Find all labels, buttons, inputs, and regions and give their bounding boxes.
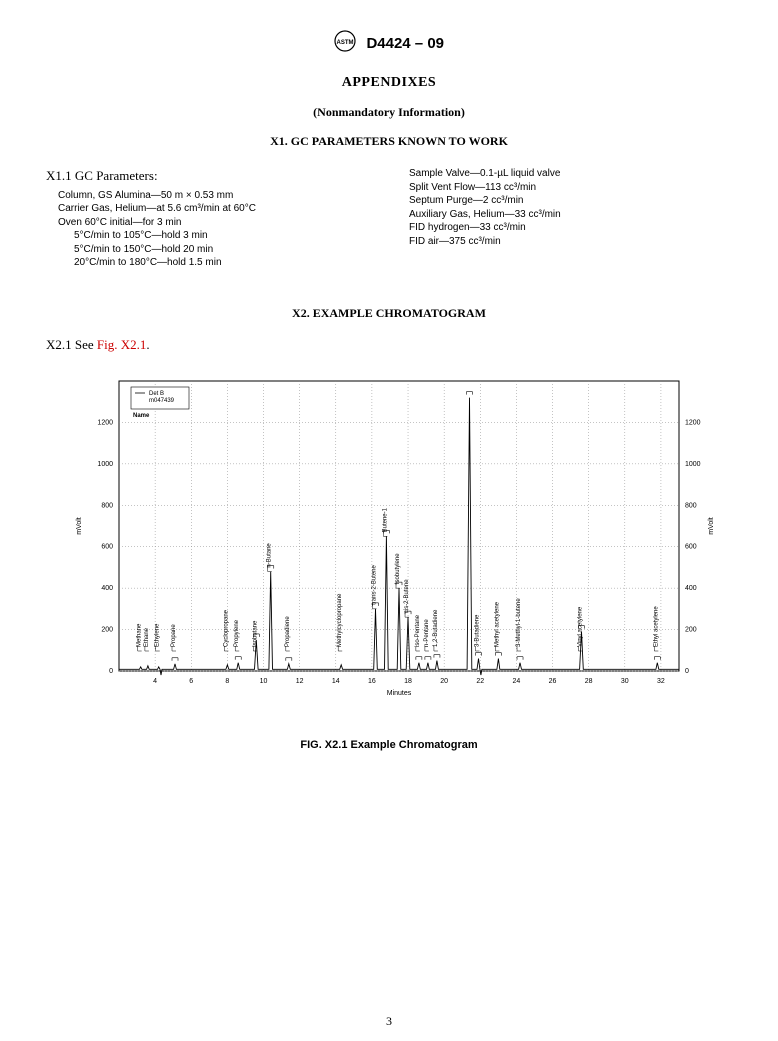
svg-text:20: 20 — [440, 678, 448, 685]
page-number: 3 — [0, 1014, 778, 1029]
svg-text:iso-Pentane: iso-Pentane — [415, 614, 421, 647]
svg-text:Methane: Methane — [137, 623, 143, 647]
gc-parameters-left: X1.1 GC Parameters: Column, GS Alumina—5… — [46, 167, 369, 270]
svg-text:Name: Name — [133, 413, 150, 419]
svg-text:18: 18 — [404, 678, 412, 685]
gc-param-line: Split Vent Flow—113 cc³/min — [409, 181, 732, 195]
svg-text:mVolt: mVolt — [76, 517, 83, 535]
astm-logo: ASTM — [334, 30, 356, 57]
svg-text:400: 400 — [101, 585, 113, 592]
svg-text:Propane: Propane — [171, 623, 177, 646]
gc-param-line: Sample Valve—0.1-µL liquid valve — [409, 167, 732, 181]
gc-param-line: Carrier Gas, Helium—at 5.6 cm³/min at 60… — [46, 202, 369, 216]
svg-text:400: 400 — [685, 585, 697, 592]
svg-text:200: 200 — [685, 626, 697, 633]
svg-text:trans-2-Butene: trans-2-Butene — [372, 564, 378, 604]
svg-text:cis-2-Butene: cis-2-Butene — [404, 578, 410, 612]
svg-text:Ethylene: Ethylene — [155, 623, 161, 647]
svg-text:Methyl acetylene: Methyl acetylene — [494, 601, 500, 647]
gc-parameters-block: X1.1 GC Parameters: Column, GS Alumina—5… — [46, 167, 732, 270]
svg-text:800: 800 — [101, 502, 113, 509]
gc-param-line: 5°C/min to 150°C—hold 20 min — [46, 243, 369, 257]
svg-text:600: 600 — [101, 543, 113, 550]
svg-text:800: 800 — [685, 502, 697, 509]
svg-text:m047439: m047439 — [149, 398, 175, 404]
gc-param-line: Septum Purge—2 cc³/min — [409, 194, 732, 208]
gc-param-line: Oven 60°C initial—for 3 min — [46, 216, 369, 230]
svg-text:24: 24 — [513, 678, 521, 685]
x1-title: X1. GC PARAMETERS KNOWN TO WORK — [46, 134, 732, 149]
figure-wrap: 0 0 200 200 400 400 600 600 800 800 1000 1000 1200 12… — [46, 371, 732, 731]
svg-text:Isobutylene: Isobutylene — [395, 552, 401, 583]
x2-title: X2. EXAMPLE CHROMATOGRAM — [46, 306, 732, 321]
gc-param-line: 5°C/min to 105°C—hold 3 min — [46, 229, 369, 243]
chromatogram-figure: 0 0 200 200 400 400 600 600 800 800 1000 1000 1200 12… — [59, 371, 719, 731]
svg-text:n-Butane: n-Butane — [267, 542, 273, 567]
svg-text:Propylene: Propylene — [234, 619, 240, 647]
svg-text:32: 32 — [657, 678, 665, 685]
gc-param-line: FID air—375 cc³/min — [409, 235, 732, 249]
svg-text:22: 22 — [476, 678, 484, 685]
svg-text:Butene-1: Butene-1 — [382, 507, 388, 532]
svg-text:Det B: Det B — [149, 391, 164, 397]
svg-text:Cyclopropane: Cyclopropane — [223, 609, 229, 647]
svg-text:4: 4 — [153, 678, 157, 685]
standard-id: D4424 – 09 — [366, 35, 444, 52]
svg-text:Vinyl acetylene: Vinyl acetylene — [577, 606, 583, 647]
nonmandatory-subtitle: (Nonmandatory Information) — [46, 105, 732, 120]
svg-text:1000: 1000 — [685, 460, 701, 467]
x21-fig-ref: Fig. X2.1 — [97, 337, 146, 352]
svg-text:mVolt: mVolt — [708, 517, 715, 535]
figure-caption: FIG. X2.1 Example Chromatogram — [46, 739, 732, 751]
gc-param-line: FID hydrogen—33 cc³/min — [409, 221, 732, 235]
svg-text:0: 0 — [685, 668, 689, 675]
svg-text:Ethyl acetylene: Ethyl acetylene — [653, 605, 659, 646]
svg-text:n-Pentane: n-Pentane — [424, 618, 430, 646]
svg-text:3-Butadiene: 3-Butadiene — [474, 614, 480, 647]
svg-text:16: 16 — [368, 678, 376, 685]
svg-text:28: 28 — [585, 678, 593, 685]
svg-text:Minutes: Minutes — [387, 690, 412, 697]
svg-text:8: 8 — [225, 678, 229, 685]
standard-header: ASTM D4424 – 09 — [46, 30, 732, 57]
svg-text:Methylcyclopropane: Methylcyclopropane — [337, 593, 343, 647]
page: ASTM D4424 – 09 APPENDIXES (Nonmandatory… — [0, 0, 778, 1041]
svg-text:Isobutane: Isobutane — [252, 620, 258, 647]
gc-param-line: 20°C/min to 180°C—hold 1.5 min — [46, 256, 369, 270]
svg-text:Propadiene: Propadiene — [285, 615, 291, 646]
svg-text:0: 0 — [109, 668, 113, 675]
svg-text:1200: 1200 — [97, 419, 113, 426]
svg-text:1000: 1000 — [97, 460, 113, 467]
x11-heading: X1.1 GC Parameters: — [46, 167, 369, 185]
gc-param-line: Auxiliary Gas, Helium—33 cc³/min — [409, 208, 732, 222]
svg-text:3-Methyl-1-butene: 3-Methyl-1-butene — [516, 597, 522, 646]
x21-text-a: X2.1 See — [46, 337, 97, 352]
svg-text:200: 200 — [101, 626, 113, 633]
x21-see-line: X2.1 See Fig. X2.1. — [46, 337, 732, 353]
x21-text-b: . — [146, 337, 149, 352]
gc-parameters-right: Sample Valve—0.1-µL liquid valveSplit Ve… — [369, 167, 732, 270]
svg-text:30: 30 — [621, 678, 629, 685]
svg-text:26: 26 — [549, 678, 557, 685]
svg-text:ASTM: ASTM — [336, 40, 353, 46]
svg-text:6: 6 — [189, 678, 193, 685]
svg-text:600: 600 — [685, 543, 697, 550]
svg-text:Ethane: Ethane — [144, 627, 150, 647]
svg-text:1200: 1200 — [685, 419, 701, 426]
svg-text:10: 10 — [260, 678, 268, 685]
gc-param-line: Column, GS Alumina—50 m × 0.53 mm — [46, 189, 369, 203]
appendixes-title: APPENDIXES — [46, 75, 732, 91]
svg-text:14: 14 — [332, 678, 340, 685]
svg-text:1,2-Butadiene: 1,2-Butadiene — [433, 609, 439, 647]
svg-text:12: 12 — [296, 678, 304, 685]
